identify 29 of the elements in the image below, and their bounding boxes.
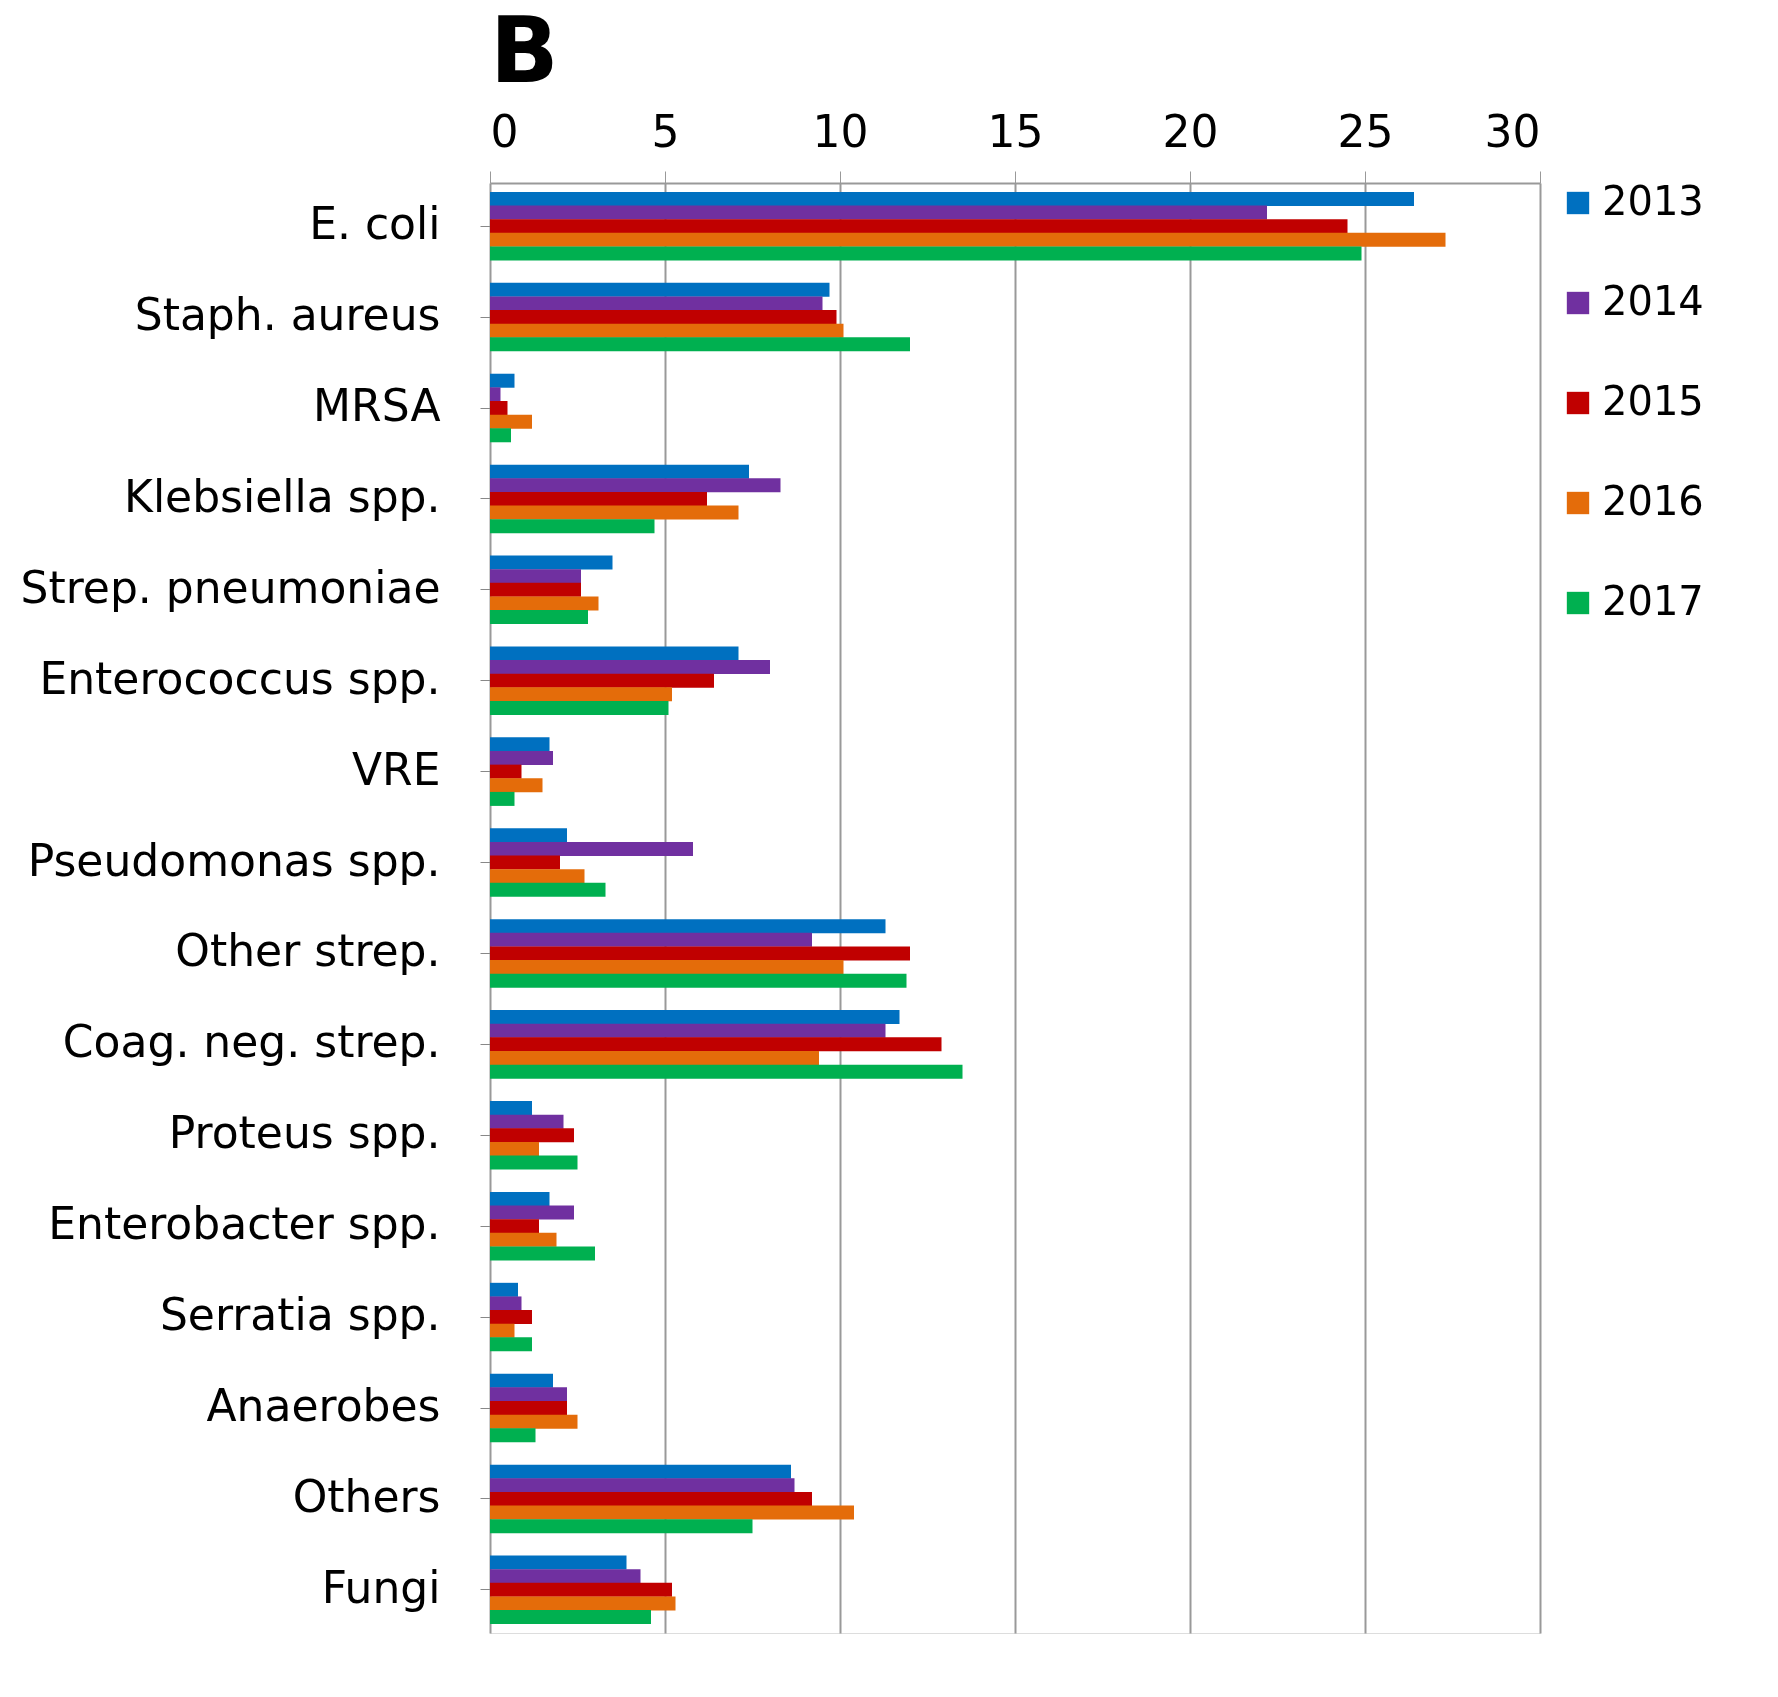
y-tick-label: Serratia spp. — [159, 1289, 441, 1341]
y-tick-label: Staph. aureus — [134, 289, 441, 341]
y-tick-label: Other strep. — [175, 925, 441, 977]
x-tick-label: 10 — [812, 105, 869, 157]
y-tick-label: VRE — [352, 743, 441, 795]
y-tick-label: Pseudomonas spp. — [27, 834, 441, 886]
y-tick-label: Strep. pneumoniae — [20, 561, 441, 613]
y-tick-label: Others — [292, 1470, 441, 1522]
x-tick-label: 25 — [1337, 105, 1394, 157]
x-tick-label: 15 — [987, 105, 1044, 157]
y-tick-label: Klebsiella spp. — [124, 470, 441, 522]
y-tick-label: E. coli — [309, 198, 441, 250]
y-tick-label: MRSA — [313, 380, 441, 431]
x-tick-label: 20 — [1162, 105, 1219, 157]
legend-label: 2013 — [1602, 178, 1704, 224]
legend-label: 2017 — [1602, 578, 1704, 624]
x-tick-label: 0 — [490, 105, 519, 157]
y-tick-label: Anaerobes — [206, 1380, 441, 1431]
y-tick-label: Coag. neg. strep. — [62, 1016, 441, 1068]
legend-label: 2016 — [1602, 478, 1704, 524]
y-tick-label: Proteus spp. — [168, 1107, 441, 1159]
y-tick-label: Enterobacter spp. — [48, 1198, 441, 1250]
legend-label: 2015 — [1602, 378, 1704, 424]
legend-label: 2014 — [1602, 278, 1704, 324]
y-tick-label: Fungi — [321, 1561, 441, 1613]
x-tick-label: 5 — [651, 105, 680, 157]
text: B — [490, 0, 559, 103]
y-tick-label: Enterococcus spp. — [39, 652, 441, 704]
x-tick-label: 30 — [1484, 105, 1541, 157]
